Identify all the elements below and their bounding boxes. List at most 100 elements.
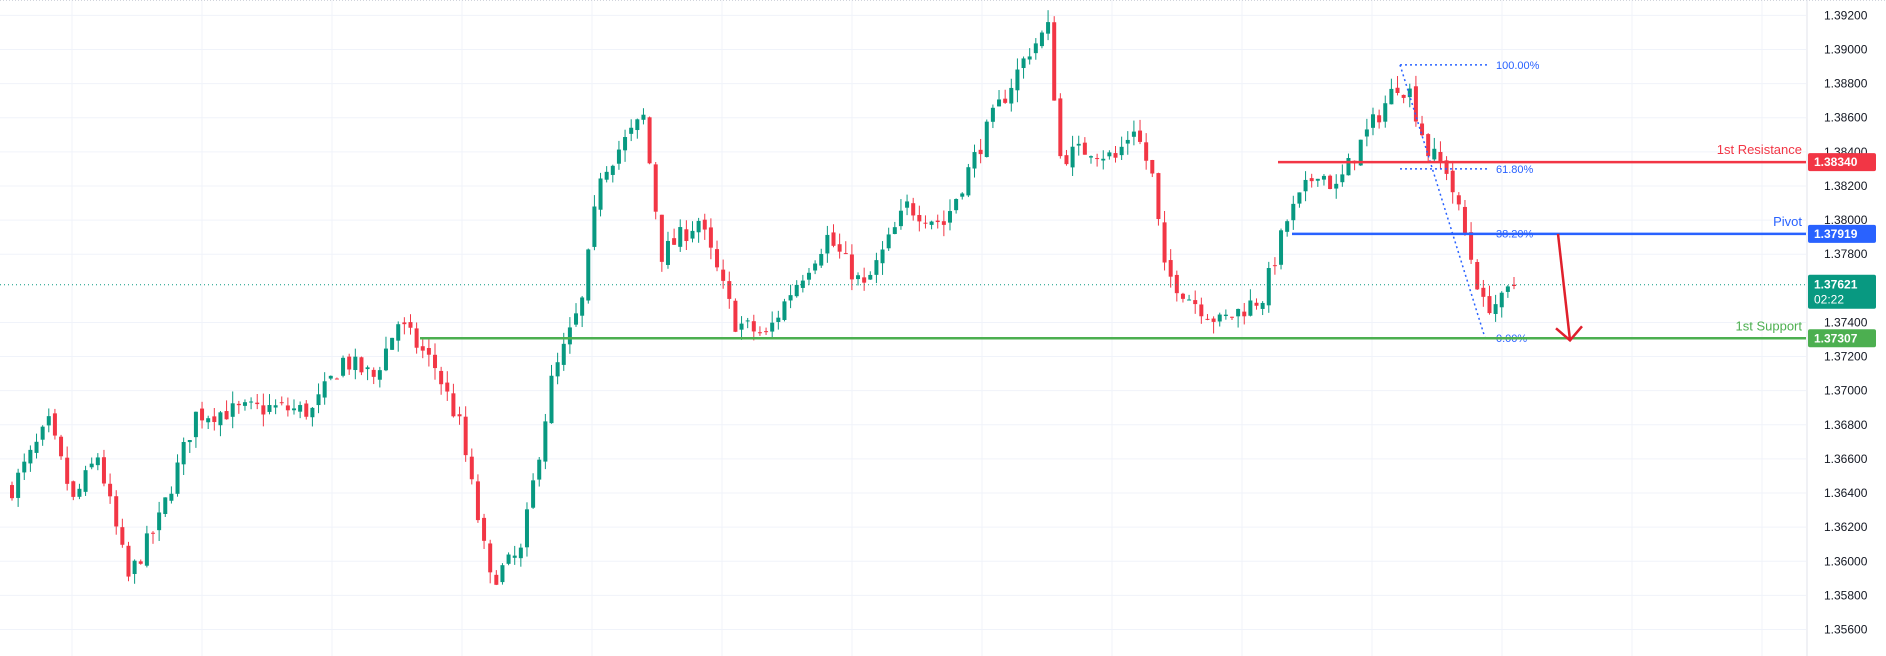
price-tick-label: 1.38200 (1824, 179, 1868, 193)
price-tick-label: 1.39200 (1824, 8, 1868, 22)
price-tick-label: 1.36600 (1824, 452, 1868, 466)
price-tick-label: 1.38800 (1824, 77, 1868, 91)
candle-body (1309, 178, 1314, 182)
candle-body (1125, 139, 1130, 144)
candle-body (770, 322, 775, 332)
candle-body (1358, 139, 1363, 166)
candle-body (334, 378, 339, 380)
candle-body (322, 381, 327, 398)
candle-body (212, 416, 217, 423)
candle-body (947, 211, 952, 223)
candle-body (1076, 143, 1081, 146)
candle-body (95, 457, 100, 466)
candle-body (1027, 56, 1032, 60)
candle-body (1242, 311, 1247, 317)
candle-body (990, 107, 995, 122)
candle-body (500, 565, 505, 583)
candle-body (138, 561, 143, 564)
candle-body (475, 481, 480, 521)
candle-body (954, 199, 959, 211)
candle-body (377, 370, 382, 380)
candle-body (623, 137, 628, 151)
candle-body (157, 512, 162, 531)
candle-body (506, 554, 511, 564)
candle-body (59, 436, 64, 457)
price-tick-label: 1.36400 (1824, 486, 1868, 500)
price-tag: 1.37919 (1814, 227, 1858, 241)
candle-body (1340, 174, 1345, 183)
candle-body (1064, 155, 1069, 165)
candle-body (1321, 175, 1326, 180)
candle-body (929, 221, 934, 225)
candle-body (739, 323, 744, 330)
candle-body (727, 281, 732, 299)
price-axis[interactable]: 1.392001.390001.388001.386001.384001.382… (1806, 0, 1876, 656)
candle-body (1236, 308, 1241, 317)
candle-body (512, 555, 517, 558)
candle-body (1383, 103, 1388, 122)
candle-body (255, 402, 260, 405)
candle-body (40, 426, 45, 440)
price-tag: 1.38340 (1814, 155, 1858, 169)
candle-body (960, 193, 965, 197)
candle-body (721, 269, 726, 281)
candle-body (1413, 86, 1418, 122)
candle-body (837, 244, 842, 252)
last-price-tag-bg (1808, 274, 1876, 309)
candle-body (635, 119, 640, 131)
candle-body (114, 496, 119, 527)
candle-body (371, 369, 376, 377)
candle-body (279, 402, 284, 404)
candle-body (390, 337, 395, 350)
candle-body (298, 405, 303, 412)
candle-body (187, 440, 192, 443)
candle-body (1291, 203, 1296, 221)
candle-body (1505, 286, 1510, 292)
candle-body (101, 457, 106, 484)
candle-body (1193, 300, 1198, 305)
candle-body (445, 382, 450, 392)
candle-body (598, 178, 603, 210)
candle-body (537, 459, 542, 480)
candle-body (151, 532, 156, 534)
candle-body (1377, 115, 1382, 123)
candle-body (1144, 142, 1149, 161)
candle-body (304, 403, 309, 417)
candle-body (610, 165, 615, 175)
candle-body (1438, 151, 1443, 162)
candle-body (966, 167, 971, 196)
candle-body (267, 405, 272, 412)
candle-body (236, 403, 241, 406)
candle-body (1015, 69, 1020, 91)
candle-body (518, 547, 523, 559)
candle-body (1450, 170, 1455, 193)
candle-body (708, 227, 713, 248)
price-tick-label: 1.36000 (1824, 554, 1868, 568)
candle-body (1420, 123, 1425, 136)
candle-body (488, 543, 493, 573)
candle-body (10, 485, 14, 499)
candle-body (1168, 260, 1173, 277)
candle-body (1444, 160, 1449, 174)
candle-body (89, 463, 94, 468)
candle-body (531, 480, 536, 508)
candle-body (586, 249, 591, 301)
candle-body (1095, 158, 1100, 160)
candle-body (856, 275, 861, 280)
candle-body (641, 114, 646, 120)
candle-body (144, 533, 149, 566)
candle-body (169, 493, 174, 501)
candle-body (347, 356, 352, 370)
price-tick-label: 1.36200 (1824, 520, 1868, 534)
candle-body (567, 327, 572, 345)
candle-body (800, 280, 805, 288)
projection-arrow-head (1555, 325, 1583, 343)
fib-level-label: 61.80% (1496, 164, 1534, 176)
candle-body (1033, 43, 1038, 54)
candle-body (1456, 195, 1461, 205)
candle-body (1211, 318, 1216, 322)
candle-body (408, 322, 413, 328)
price-tag-bg (1808, 224, 1876, 243)
candle-body (46, 416, 51, 426)
candle-body (341, 357, 346, 376)
